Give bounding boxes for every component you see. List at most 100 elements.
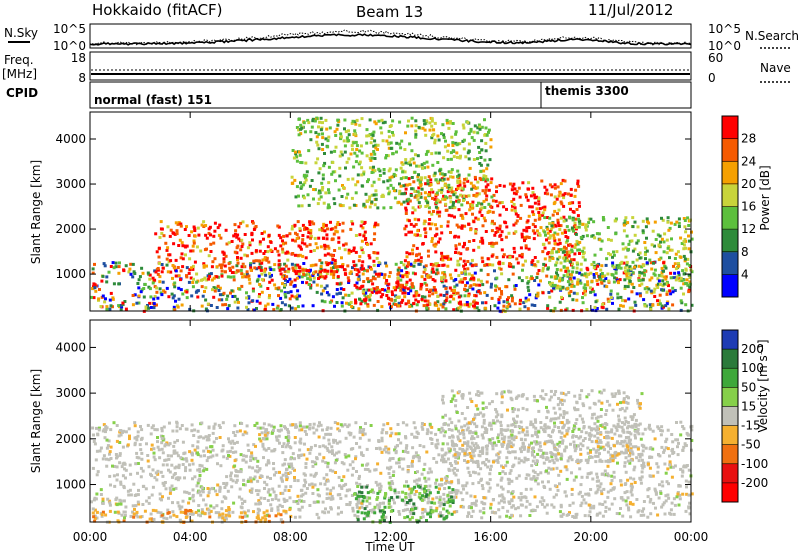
echo-cell (538, 500, 542, 504)
echo-cell (332, 266, 336, 270)
echo-cell (165, 248, 169, 252)
echo-cell (596, 264, 600, 268)
echo-cell (377, 119, 381, 123)
colorbar-tick-label: 20 (741, 177, 756, 191)
echo-cell (479, 268, 483, 272)
echo-cell (312, 188, 316, 191)
echo-cell (304, 462, 308, 466)
echo-cell (339, 135, 343, 139)
echo-cell (463, 177, 467, 181)
echo-cell (275, 306, 279, 310)
echo-cell (587, 493, 591, 497)
echo-cell (291, 225, 295, 228)
echo-cell (606, 474, 610, 478)
echo-cell (299, 247, 303, 251)
echo-cell (199, 493, 203, 497)
echo-cell (439, 293, 443, 297)
echo-cell (397, 271, 401, 275)
echo-cell (673, 271, 677, 275)
echo-cell (233, 300, 237, 304)
echo-cell (324, 261, 328, 265)
echo-cell (436, 161, 440, 164)
echo-cell (533, 470, 537, 474)
echo-cell (389, 124, 393, 128)
echo-cell (383, 273, 387, 277)
echo-cell (579, 281, 583, 285)
echo-cell (423, 462, 427, 466)
echo-cell (413, 260, 417, 264)
echo-cell (396, 423, 400, 426)
echo-cell (294, 307, 298, 311)
echo-cell (606, 272, 610, 276)
echo-cell (187, 491, 191, 495)
echo-cell (267, 260, 271, 264)
echo-cell (293, 476, 296, 479)
echo-cell (252, 228, 256, 231)
echo-cell (223, 264, 227, 268)
echo-cell (189, 276, 193, 280)
echo-cell (479, 163, 483, 167)
echo-cell (309, 231, 313, 235)
echo-cell (568, 260, 572, 264)
echo-cell (453, 292, 456, 296)
echo-cell (480, 214, 484, 217)
echo-cell (466, 179, 470, 183)
echo-cell (235, 246, 239, 250)
echo-cell (642, 513, 646, 517)
echo-cell (212, 241, 216, 245)
echo-cell (301, 280, 304, 284)
echo-cell (463, 242, 466, 246)
echo-cell (677, 273, 681, 277)
echo-cell (202, 265, 206, 269)
echo-cell (461, 484, 465, 488)
echo-cell (137, 294, 141, 298)
echo-cell (149, 295, 153, 299)
echo-cell (531, 210, 535, 214)
echo-cell (514, 212, 518, 216)
echo-cell (581, 296, 584, 300)
echo-cell (635, 498, 639, 501)
echo-cell (260, 290, 264, 294)
echo-cell (570, 487, 574, 491)
echo-cell (569, 193, 573, 197)
echo-cell (296, 305, 300, 309)
echo-cell (156, 469, 160, 473)
echo-cell (359, 302, 363, 306)
echo-cell (307, 231, 311, 234)
echo-cell (645, 261, 649, 265)
echo-cell (581, 249, 585, 253)
echo-cell (136, 500, 140, 504)
echo-cell (151, 508, 155, 512)
echo-cell (667, 228, 671, 232)
echo-cell (658, 293, 662, 297)
echo-cell (637, 264, 641, 268)
echo-cell (249, 266, 253, 270)
echo-cell (456, 155, 459, 159)
echo-cell (218, 223, 222, 227)
echo-cell (252, 457, 256, 461)
echo-cell (478, 162, 482, 165)
echo-cell (666, 467, 670, 471)
echo-cell (681, 269, 685, 273)
echo-cell (373, 223, 377, 227)
echo-cell (629, 432, 633, 436)
echo-cell (418, 252, 421, 256)
echo-cell (449, 196, 453, 200)
echo-cell (462, 277, 466, 281)
echo-cell (493, 269, 496, 273)
echo-cell (288, 496, 292, 500)
echo-cell (436, 295, 440, 298)
echo-cell (484, 230, 488, 233)
echo-cell (154, 471, 158, 475)
echo-cell (414, 129, 418, 133)
echo-cell (393, 448, 397, 452)
echo-cell (508, 255, 512, 259)
echo-cell (551, 257, 555, 260)
echo-cell (105, 438, 109, 442)
echo-cell (598, 238, 602, 242)
echo-cell (505, 285, 509, 289)
echo-cell (679, 276, 683, 280)
echo-cell (208, 450, 212, 454)
echo-cell (603, 274, 607, 278)
